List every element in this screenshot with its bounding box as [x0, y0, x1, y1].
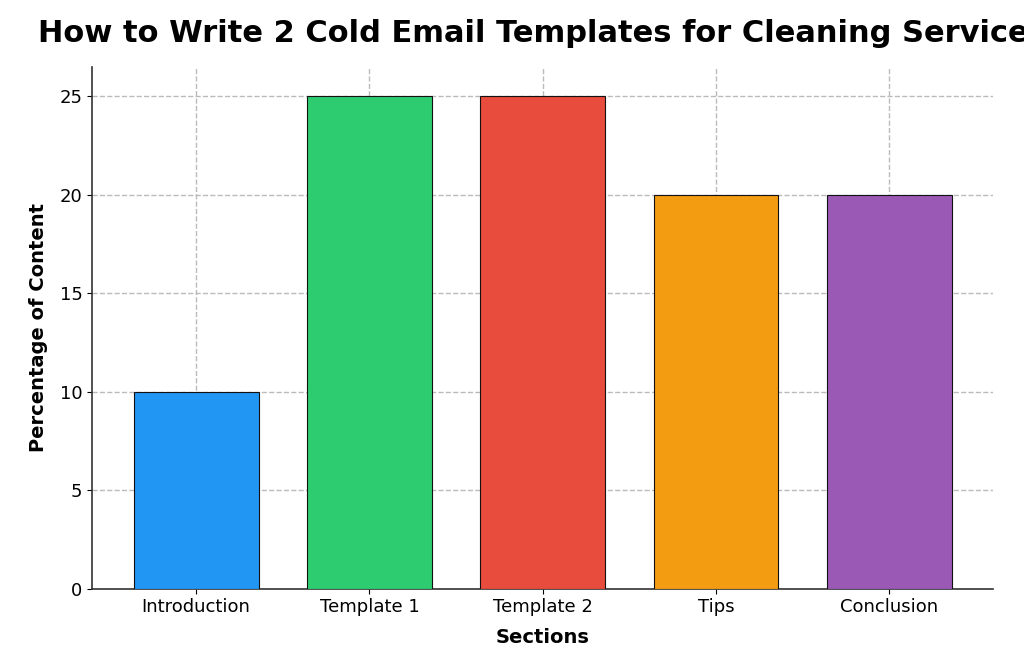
Bar	[134, 392, 258, 589]
X-axis label: Sections: Sections	[496, 628, 590, 646]
Bar	[307, 96, 432, 589]
Y-axis label: Percentage of Content: Percentage of Content	[30, 203, 48, 452]
Title: How to Write 2 Cold Email Templates for Cleaning Services: How to Write 2 Cold Email Templates for …	[38, 19, 1024, 48]
Bar	[480, 96, 605, 589]
Bar	[827, 195, 951, 589]
Bar	[653, 195, 778, 589]
